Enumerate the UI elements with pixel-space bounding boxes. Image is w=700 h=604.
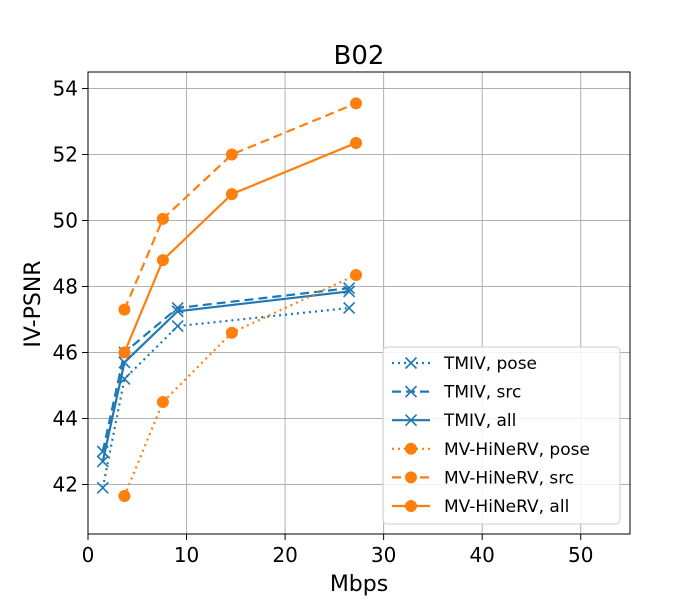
data-point-x-marker	[404, 356, 418, 370]
data-point-circle-marker	[156, 212, 169, 225]
legend-label: MV-HiNeRV, pose	[444, 440, 590, 460]
series-line	[123, 102, 357, 311]
y-tick-label: 50	[53, 209, 78, 233]
x-axis-label: Mbps	[330, 572, 388, 597]
chart-title: B02	[334, 41, 385, 71]
data-point-circle-marker	[225, 148, 238, 161]
y-tick-label: 42	[53, 473, 78, 497]
data-point-x-marker	[118, 356, 131, 369]
x-tick-label: 50	[568, 543, 593, 567]
data-point-circle-marker	[350, 136, 363, 149]
legend-item: MV-HiNeRV, pose	[392, 440, 590, 460]
legend-box	[382, 346, 621, 525]
series-tmiv-all	[96, 285, 356, 468]
x-tick-label: 0	[82, 543, 95, 567]
legend-item: MV-HiNeRV, src	[392, 468, 574, 488]
x-tick-label: 30	[371, 543, 396, 567]
data-point-x-marker	[343, 301, 356, 315]
data-point-x-marker	[96, 455, 109, 468]
series-mv-hinerv-pose	[118, 268, 363, 503]
data-point-circle-marker	[118, 490, 131, 503]
series-mv-hinerv-all	[118, 136, 363, 359]
data-point-x-marker	[171, 320, 184, 333]
x-tick-label: 10	[174, 543, 199, 567]
data-point-circle-marker	[350, 97, 363, 110]
data-point-circle-marker	[118, 303, 131, 316]
series-line	[123, 273, 357, 497]
data-point-circle-marker	[156, 254, 169, 267]
y-tick-label: 52	[53, 143, 78, 167]
legend-item: MV-HiNeRV, all	[392, 497, 569, 517]
series-line	[123, 141, 357, 353]
series-line	[101, 287, 350, 452]
data-point-circle-marker	[405, 442, 417, 455]
x-tick-label: 40	[469, 543, 494, 567]
data-point-x-marker	[404, 385, 418, 398]
data-point-x-marker	[96, 481, 109, 494]
series-tmiv-src	[96, 282, 356, 458]
series-mv-hinerv-src	[118, 97, 363, 316]
y-axis-label: IV-PSNR	[21, 260, 46, 347]
series-group	[96, 97, 363, 503]
legend-label: TMIV, src	[443, 383, 521, 403]
legend-item: TMIV, all	[392, 411, 516, 431]
data-point-circle-marker	[350, 268, 363, 281]
grid-lines	[87, 72, 630, 534]
axis-ticks: 0 10 20 30 40 50 42 44 46 48 50 52 54	[53, 77, 594, 568]
series-line	[101, 290, 350, 462]
data-point-circle-marker	[405, 471, 417, 484]
data-point-circle-marker	[405, 500, 417, 512]
x-tick-label: 20	[272, 543, 297, 567]
legend-label: TMIV, pose	[443, 354, 537, 374]
y-tick-label: 54	[53, 77, 78, 101]
data-point-circle-marker	[118, 346, 131, 359]
y-tick-label: 44	[53, 407, 78, 431]
legend-label: TMIV, all	[443, 411, 516, 431]
legend-item: TMIV, src	[392, 383, 521, 403]
y-tick-label: 48	[53, 275, 78, 299]
data-point-x-marker	[171, 305, 184, 318]
legend-item: TMIV, pose	[392, 354, 537, 374]
data-point-circle-marker	[225, 188, 238, 201]
y-tick-label: 46	[53, 341, 78, 365]
data-point-x-marker	[343, 285, 356, 298]
series-tmiv-pose	[96, 301, 356, 494]
data-point-circle-marker	[156, 396, 169, 408]
data-point-x-marker	[404, 414, 418, 427]
legend-label: MV-HiNeRV, src	[444, 468, 574, 488]
legend-label: MV-HiNeRV, all	[444, 497, 569, 517]
legend: TMIV, pose TMIV, src TMIV, all MV-HiNeRV, p…	[382, 346, 621, 525]
series-line	[101, 306, 350, 489]
plot-frame	[87, 71, 631, 535]
data-point-circle-marker	[225, 326, 238, 339]
